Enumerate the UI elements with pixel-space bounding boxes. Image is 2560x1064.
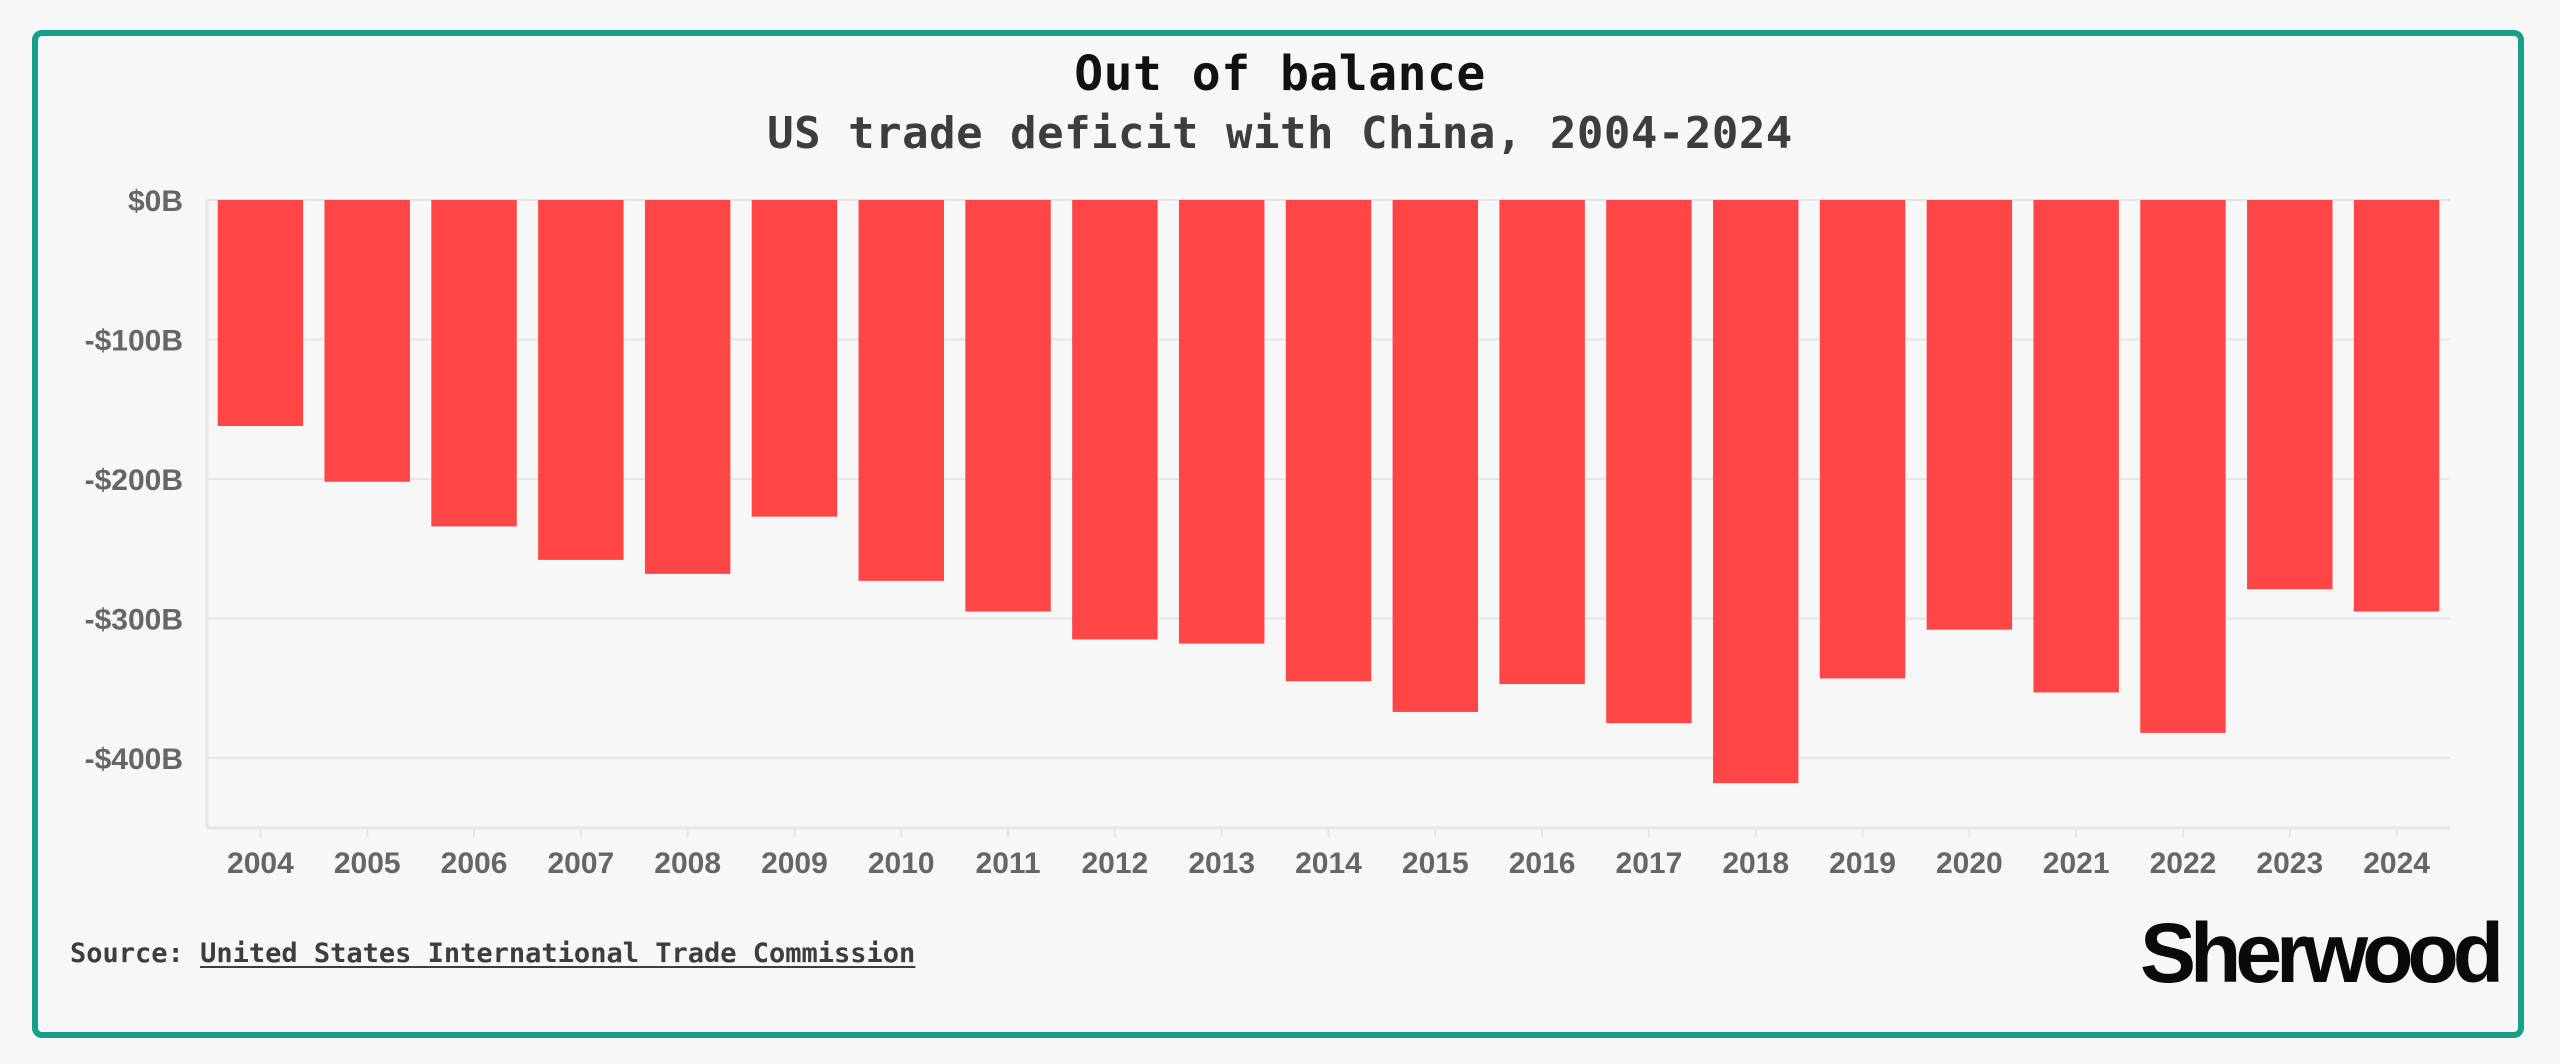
y-tick-label: -$100B <box>85 325 183 358</box>
y-tick-label: -$400B <box>85 743 183 776</box>
x-tick-label: 2012 <box>1082 847 1149 880</box>
x-tick-label: 2018 <box>1722 847 1789 880</box>
y-tick-label: -$200B <box>85 464 183 497</box>
x-tick-label: 2020 <box>1936 847 2003 880</box>
source-note: Source: United States International Trad… <box>70 938 915 969</box>
x-tick-label: 2008 <box>654 847 721 880</box>
x-tick-labels: 2004 2005 2006 2007 2008 2009 2010 2011 2012 2013… <box>227 847 2430 880</box>
x-tick-label: 2024 <box>2363 847 2430 880</box>
sherwood-logo: Sherwood <box>2139 906 2504 1000</box>
bar <box>1606 200 1692 724</box>
bar <box>2247 200 2333 590</box>
bar <box>1392 200 1479 712</box>
bar <box>2033 200 2119 693</box>
x-tick-label: 2023 <box>2256 847 2323 880</box>
y-tick-labels: $0B -$100B -$200B -$300B -$400B <box>85 185 183 776</box>
x-tick-label: 2015 <box>1402 847 1469 880</box>
x-tick-label: 2013 <box>1188 847 1255 880</box>
x-tick-label: 2011 <box>976 847 1041 880</box>
bar <box>2140 200 2226 733</box>
x-tick-label: 2017 <box>1616 847 1683 880</box>
x-tick-label: 2005 <box>334 847 401 880</box>
y-tick-label: $0B <box>128 185 183 218</box>
x-tick-label: 2007 <box>547 847 614 880</box>
x-tick-label: 2004 <box>227 847 294 880</box>
bar <box>538 200 624 560</box>
x-tick-label: 2009 <box>761 847 828 880</box>
bar <box>324 200 410 482</box>
source-link[interactable]: United States International Trade Commis… <box>200 938 916 969</box>
bar <box>431 200 517 527</box>
bar <box>751 200 838 517</box>
bar <box>1072 200 1158 640</box>
x-tick-label: 2021 <box>2043 847 2110 880</box>
bar <box>1819 200 1906 679</box>
bar <box>1285 200 1372 682</box>
chart-subtitle: US trade deficit with China, 2004-2024 <box>767 108 1793 159</box>
bar <box>1926 200 2013 630</box>
bar <box>644 200 731 574</box>
x-tick-label: 2016 <box>1509 847 1576 880</box>
bar <box>217 200 304 426</box>
y-tick-label: -$300B <box>85 604 183 637</box>
bar <box>1713 200 1799 784</box>
bars <box>217 200 2440 784</box>
source-label: Source: <box>70 938 184 969</box>
axes <box>205 200 2450 838</box>
chart-title: Out of balance <box>1074 46 1486 102</box>
bar <box>2353 200 2440 612</box>
bar <box>1178 200 1265 644</box>
x-tick-label: 2019 <box>1829 847 1896 880</box>
x-tick-label: 2014 <box>1295 847 1362 880</box>
bar <box>1499 200 1585 685</box>
x-tick-label: 2022 <box>2150 847 2217 880</box>
bar <box>858 200 944 581</box>
x-tick-label: 2010 <box>868 847 935 880</box>
x-tick-label: 2006 <box>441 847 508 880</box>
bar <box>965 200 1051 612</box>
